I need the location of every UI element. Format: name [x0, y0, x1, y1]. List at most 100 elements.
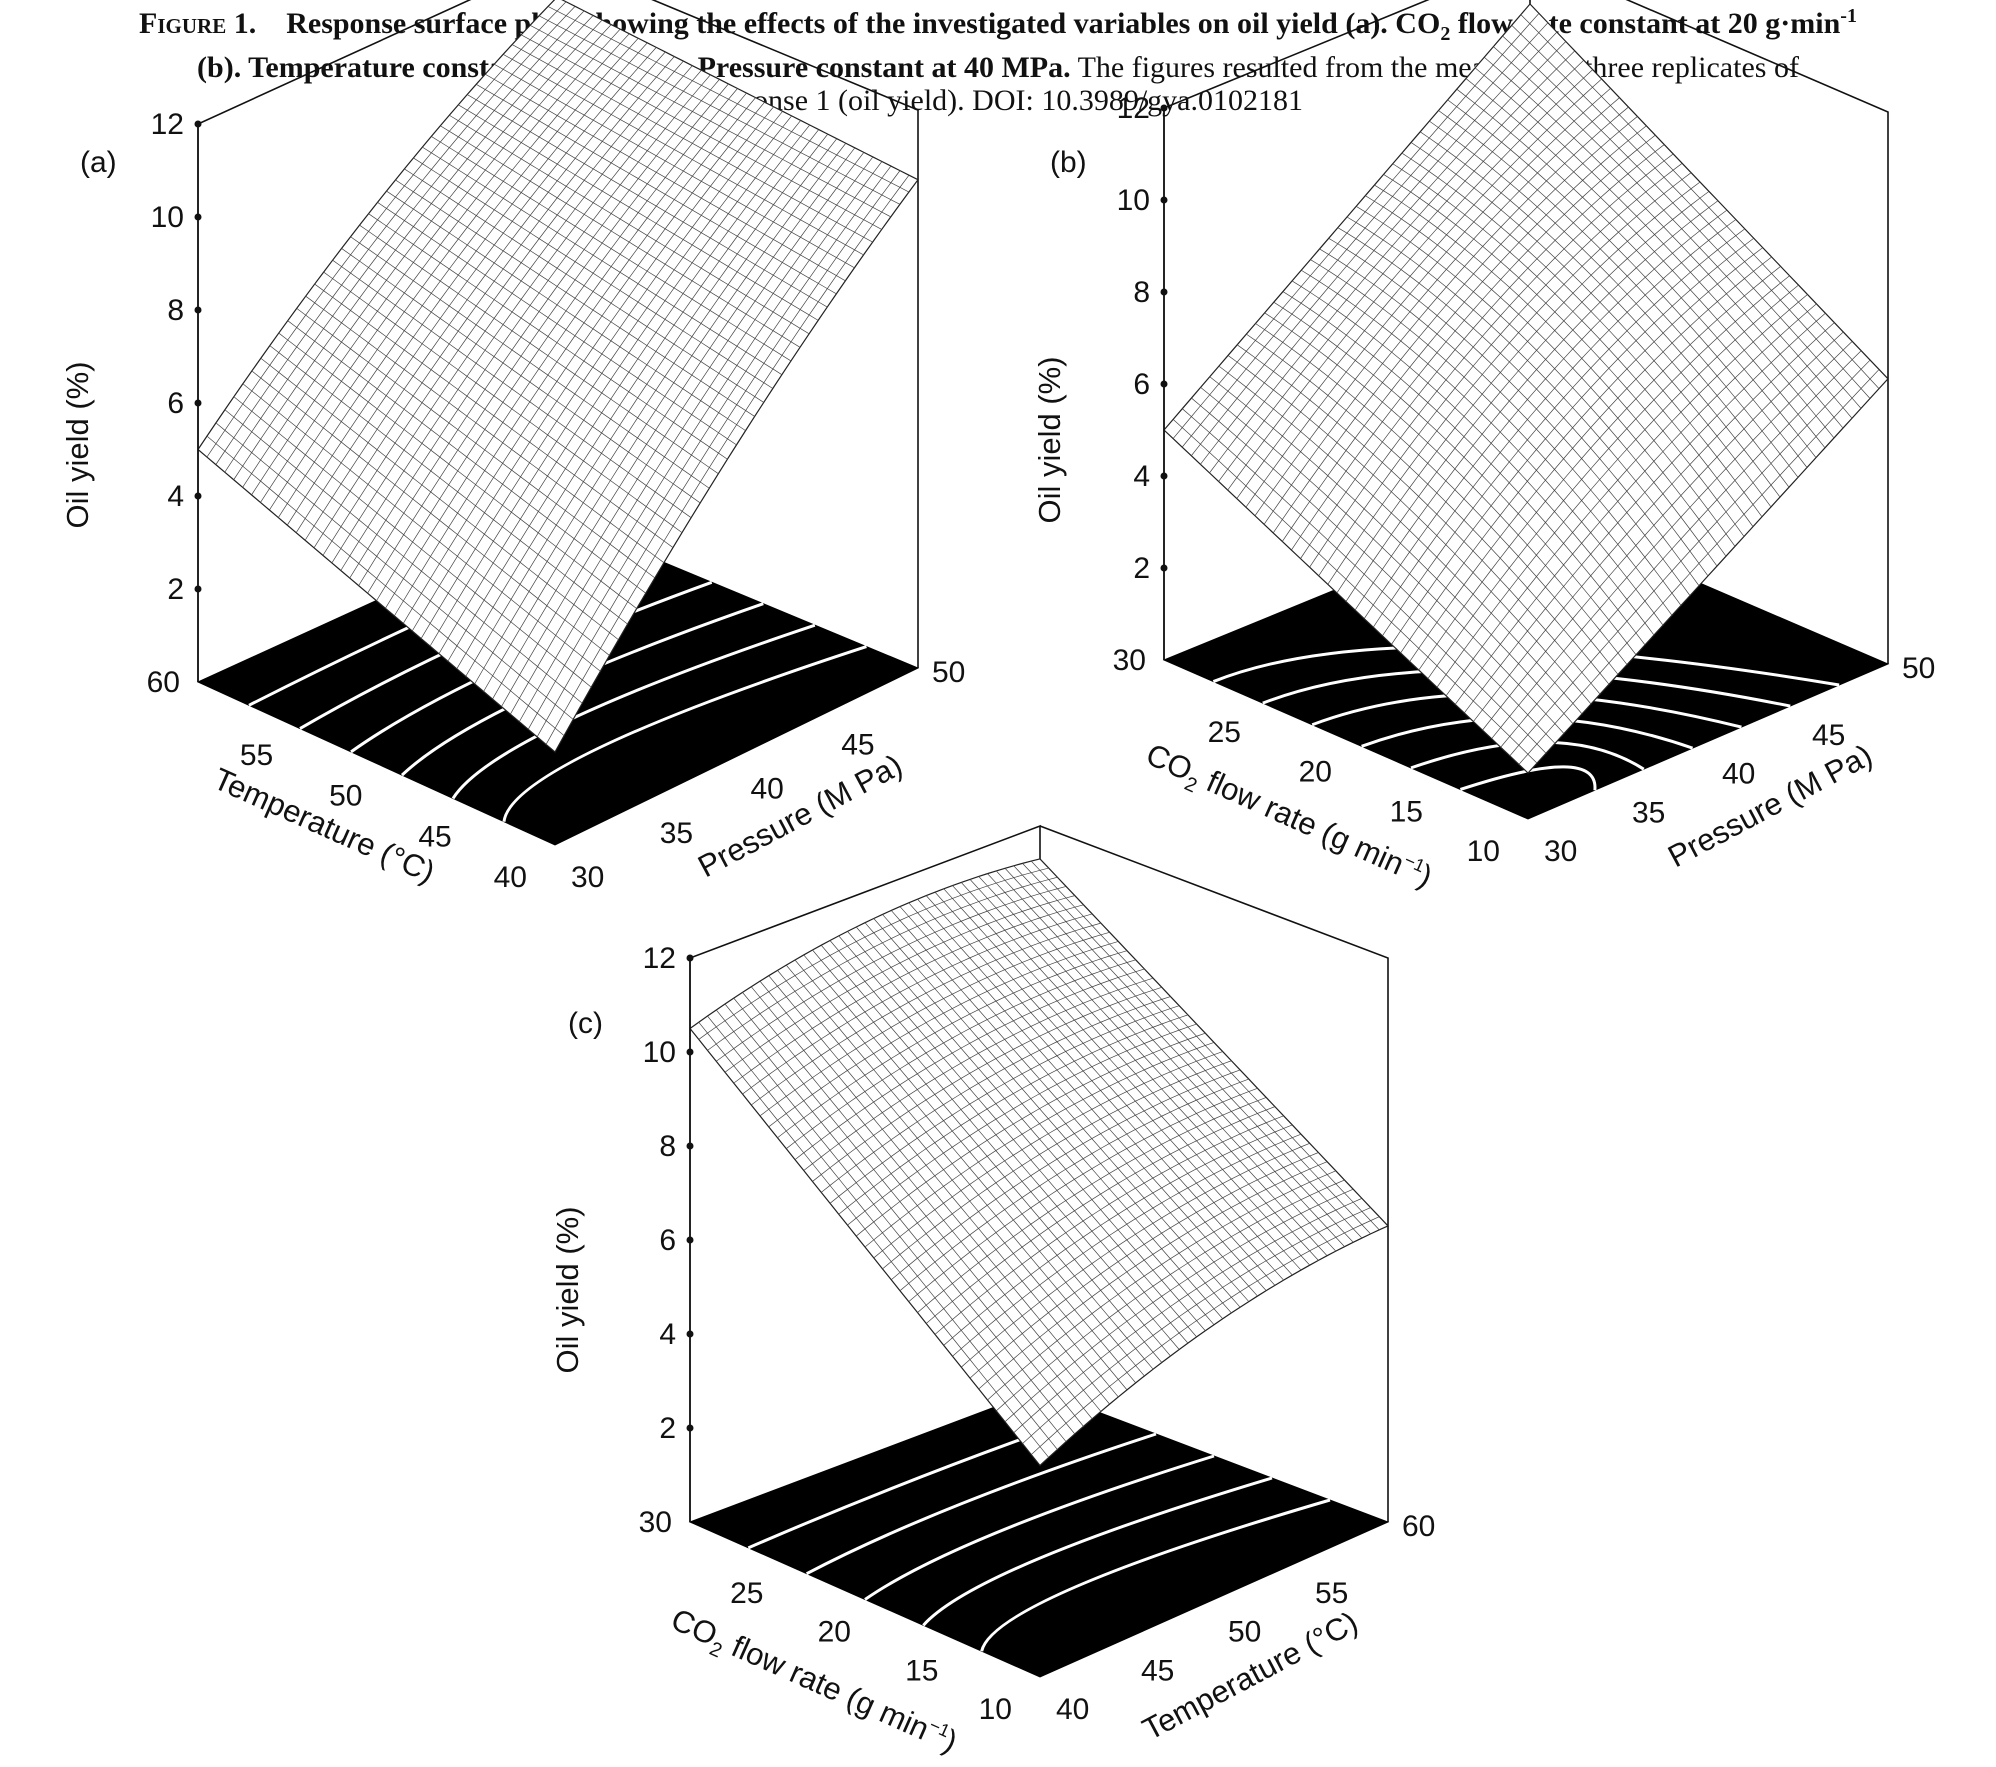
contour-line — [805, 1432, 1157, 1575]
z-tick-label: 6 — [659, 1224, 676, 1257]
mesh-line — [485, 73, 846, 282]
contour-line — [864, 1454, 1215, 1601]
mesh-line — [545, 174, 910, 745]
mesh-line — [1374, 184, 1736, 547]
z-axis-label: Oil yield (%) — [550, 1206, 585, 1373]
mesh-line — [1373, 219, 1737, 628]
left-axis-tick-label: 30 — [1113, 644, 1146, 677]
z-tick-label: 4 — [1133, 460, 1150, 493]
mesh-line — [1030, 860, 1380, 1231]
z-tick-mark — [1160, 104, 1168, 112]
caption-line3-regular: Response 1 (oil yield). DOI: 10.3989/gya… — [693, 84, 1303, 117]
mesh-line — [1345, 191, 1710, 602]
mesh-line — [404, 168, 764, 403]
caption-line1-sup: -1 — [1840, 5, 1857, 27]
mesh-line — [547, 6, 910, 193]
mesh-line — [1464, 312, 1826, 714]
mesh-line — [376, 88, 738, 601]
mesh-line — [908, 1087, 1258, 1302]
mesh-line — [402, 101, 765, 624]
z-tick-mark — [194, 585, 202, 593]
z-tick-mark — [686, 1048, 694, 1056]
mesh-line — [502, 54, 864, 256]
right-axis-tick-label: 30 — [571, 861, 604, 894]
right-axis-tick-label: 50 — [1228, 1616, 1261, 1649]
response-surface — [197, 0, 919, 753]
surface-plot-a: (a) 2 4 6 8 10 12 Oil yield (%) 60 55 50 45 40 Temper… — [60, 0, 965, 894]
left-axis-tick-label: 10 — [1467, 835, 1500, 868]
left-axis-tick-label: 25 — [1208, 716, 1241, 749]
mesh-line — [1409, 256, 1772, 662]
mesh-line — [891, 1069, 1241, 1281]
mesh-line — [1022, 863, 1371, 1235]
mesh-line — [483, 143, 847, 692]
z-tick-label: 10 — [151, 201, 184, 234]
left-axis-tick-label: 15 — [905, 1654, 938, 1687]
mesh-line — [440, 125, 801, 348]
mesh-line — [882, 914, 1232, 1314]
left-axis-tick-label: 55 — [240, 739, 273, 772]
mesh-line — [943, 888, 1293, 1276]
mesh-line — [456, 129, 819, 669]
right-axis-label: Pressure (M Pa) — [1662, 737, 1878, 874]
mesh-line — [494, 63, 855, 269]
mesh-line — [952, 1133, 1302, 1357]
mesh-line — [864, 1042, 1215, 1248]
mesh-line — [474, 138, 838, 685]
left-axis-tick-label: 15 — [1390, 795, 1423, 828]
mesh-line — [510, 156, 874, 715]
left-axis-label: Temperature (°C) — [208, 761, 440, 890]
right-axis-tick-label: 55 — [1315, 1577, 1348, 1610]
right-axis-tick-label: 50 — [1902, 652, 1935, 685]
mesh-line — [1436, 284, 1799, 688]
z-tick-mark — [686, 1424, 694, 1432]
mesh-line — [1004, 1188, 1354, 1423]
z-tick-label: 8 — [167, 294, 184, 327]
mesh-line — [873, 1051, 1223, 1259]
mesh-line — [899, 906, 1250, 1302]
mesh-line — [1427, 275, 1790, 679]
mesh-line — [1447, 99, 1808, 468]
mesh-line — [449, 114, 810, 335]
mesh-line — [1491, 341, 1853, 739]
mesh-line — [467, 94, 828, 308]
mesh-line — [1392, 163, 1754, 527]
mesh-line — [1418, 266, 1781, 671]
right-axis-tick-label: 30 — [1544, 835, 1577, 868]
left-axis-tick-label: 10 — [979, 1693, 1012, 1726]
contour-line — [502, 645, 867, 822]
mesh-line — [995, 870, 1345, 1247]
back-wall-right — [1625, 0, 1889, 664]
mesh-line — [422, 146, 783, 375]
right-axis-tick-label: 45 — [1812, 719, 1845, 752]
left-axis-tick-label: 30 — [639, 1506, 672, 1539]
mesh-line — [882, 1060, 1232, 1270]
right-axis-tick-label: 60 — [1402, 1510, 1435, 1543]
back-wall-right — [651, 0, 919, 668]
z-tick-mark — [194, 120, 202, 128]
mesh-line — [1438, 110, 1799, 478]
mesh-line — [1484, 56, 1844, 429]
z-tick-mark — [1160, 288, 1168, 296]
mesh-line — [908, 902, 1258, 1297]
left-axis-tick-label: 50 — [329, 780, 362, 813]
mesh-line — [1429, 120, 1790, 488]
mesh-line — [978, 1161, 1328, 1390]
z-tick-label: 12 — [643, 942, 676, 975]
mesh-line — [1474, 67, 1835, 439]
mesh-line — [1410, 142, 1772, 508]
left-axis-tick-label: 60 — [147, 666, 180, 699]
mesh-line — [385, 92, 747, 609]
mesh-line — [1363, 209, 1728, 619]
z-tick-label: 12 — [151, 108, 184, 141]
panel-label: (c) — [568, 1007, 603, 1040]
mesh-line — [1456, 88, 1817, 458]
mesh-line — [411, 106, 774, 632]
z-tick-label: 6 — [1133, 368, 1150, 401]
mesh-line — [1500, 350, 1862, 748]
contour-line — [1459, 765, 1597, 791]
mesh-line — [934, 1115, 1284, 1335]
mesh-line — [996, 1179, 1345, 1412]
